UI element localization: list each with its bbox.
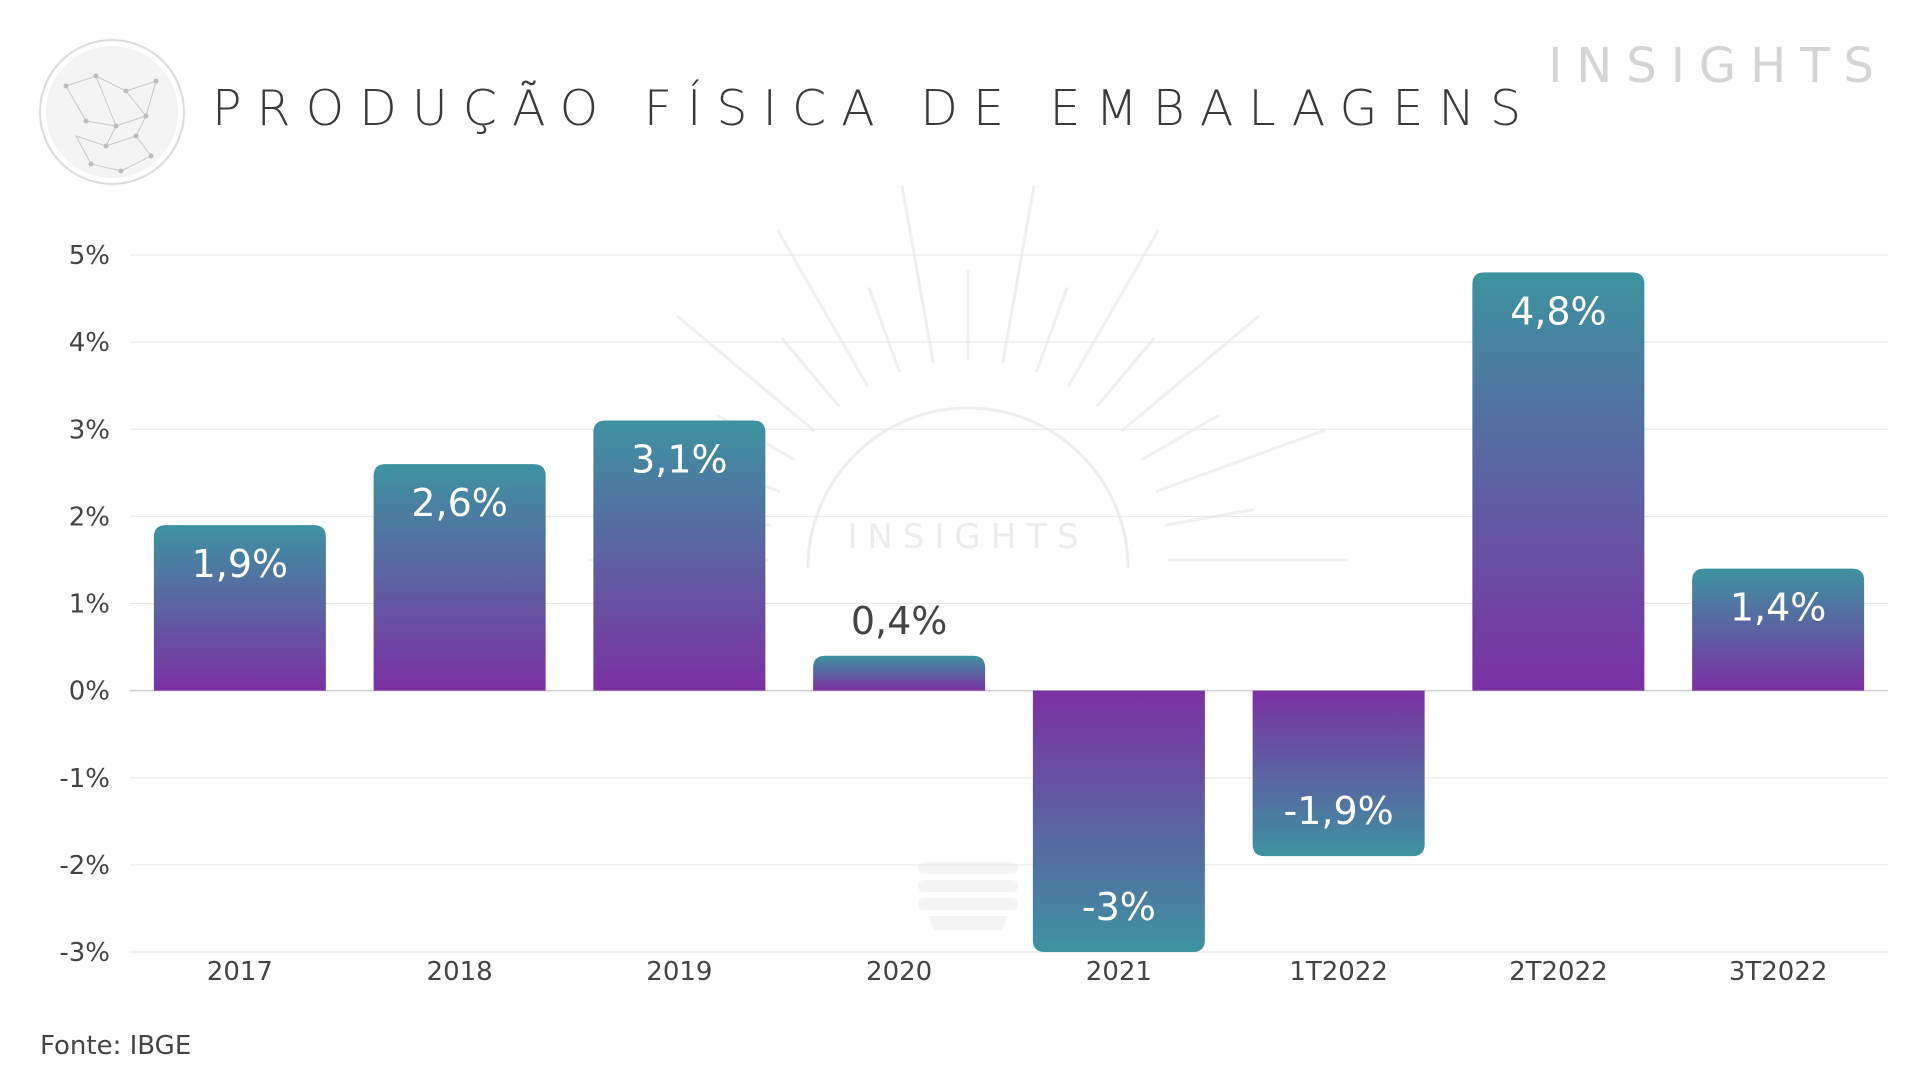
x-tick-label: 1T2022 bbox=[1289, 957, 1388, 987]
source-note: Fonte: IBGE bbox=[40, 1031, 192, 1061]
y-tick-label: -3% bbox=[59, 938, 110, 968]
bar-2017 bbox=[153, 525, 326, 691]
data-label: 1,4% bbox=[1730, 586, 1827, 630]
y-axis-ticks: 5% 4% 3% 2% 1% 0% -1% -2% -3% bbox=[59, 241, 110, 968]
bar-2021 bbox=[1032, 690, 1205, 952]
x-tick-label: 2T2022 bbox=[1509, 957, 1608, 987]
data-label: 2,6% bbox=[411, 481, 508, 525]
data-label: 4,8% bbox=[1510, 289, 1607, 333]
data-label: -3% bbox=[1082, 885, 1156, 929]
data-labels: 1,9% 2,6% 3,1% 0,4% -3% -1,9% 4,8% 1,4% bbox=[192, 289, 1827, 929]
globe-logo-icon bbox=[39, 39, 185, 185]
x-tick-label: 2018 bbox=[427, 957, 493, 987]
y-tick-label: -1% bbox=[59, 764, 110, 794]
x-tick-label: 2021 bbox=[1086, 957, 1152, 987]
y-tick-label: 4% bbox=[69, 328, 110, 358]
x-tick-label: 2019 bbox=[646, 957, 712, 987]
y-tick-label: 2% bbox=[69, 502, 110, 532]
x-tick-label: 2017 bbox=[207, 957, 273, 987]
data-label: 0,4% bbox=[851, 599, 948, 643]
data-label: 1,9% bbox=[192, 542, 289, 586]
x-tick-label: 3T2022 bbox=[1729, 957, 1828, 987]
bar-2018 bbox=[373, 464, 546, 691]
y-tick-label: 3% bbox=[69, 415, 110, 445]
brand-logo-text: INSIGHTS bbox=[1548, 38, 1888, 94]
x-tick-label: 2020 bbox=[866, 957, 932, 987]
bar-2019 bbox=[593, 420, 766, 691]
data-label: 3,1% bbox=[631, 438, 728, 482]
background-sunburst-watermark: INSIGHTS bbox=[588, 185, 1348, 930]
data-label: -1,9% bbox=[1283, 789, 1393, 833]
bar-3t2022 bbox=[1692, 568, 1865, 691]
bar-2020 bbox=[813, 655, 986, 691]
x-axis-ticks: 2017 2018 2019 2020 2021 1T2022 2T2022 3T2022 bbox=[207, 957, 1828, 987]
bars bbox=[153, 272, 1865, 952]
bar-1t2022 bbox=[1252, 690, 1425, 857]
page-title: PRODUÇÃO FÍSICA DE EMBALAGENS bbox=[212, 80, 1537, 137]
y-tick-label: -2% bbox=[59, 851, 110, 881]
y-tick-label: 0% bbox=[69, 677, 110, 707]
watermark-text: INSIGHTS bbox=[847, 517, 1088, 557]
y-tick-label: 1% bbox=[69, 590, 110, 620]
bar-2t2022 bbox=[1472, 272, 1645, 691]
y-tick-label: 5% bbox=[69, 241, 110, 271]
